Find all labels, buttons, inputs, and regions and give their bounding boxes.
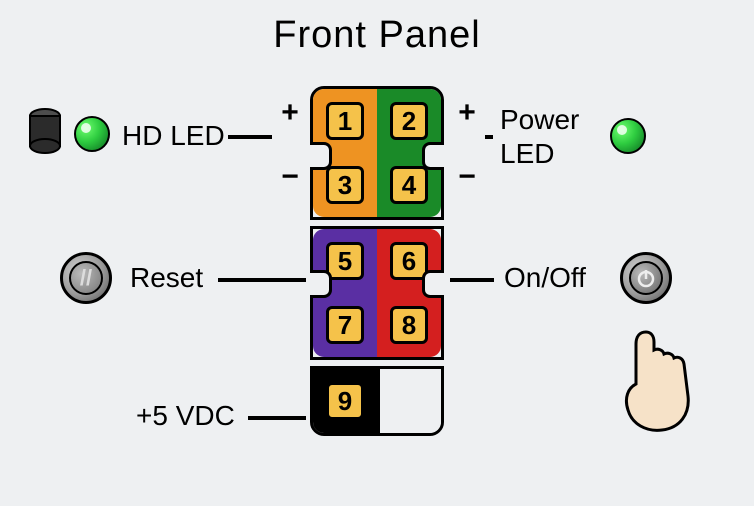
lead-line	[485, 135, 493, 139]
pin-8: 8	[390, 306, 428, 344]
plus-sign: +	[278, 96, 302, 130]
finger-icon	[616, 324, 696, 439]
lead-line	[450, 278, 494, 282]
power-led-label-2: LED	[500, 138, 554, 170]
power-led-label-1: Power	[500, 104, 579, 136]
reset-button-icon: //	[60, 252, 112, 304]
notch-icon	[422, 142, 444, 170]
pin-7: 7	[326, 306, 364, 344]
pin-1: 1	[326, 102, 364, 140]
power-led-icon	[610, 118, 646, 154]
lead-line	[248, 416, 306, 420]
minus-sign: −	[278, 160, 302, 194]
pin-2: 2	[390, 102, 428, 140]
notch-icon	[310, 142, 332, 170]
pin-9: 9	[326, 382, 364, 420]
pin-3: 3	[326, 166, 364, 204]
notch-icon	[422, 270, 444, 298]
reset-label: Reset	[130, 262, 203, 294]
pin-4: 4	[390, 166, 428, 204]
pin-7-cell: 7	[313, 293, 377, 357]
notch-icon	[310, 270, 332, 298]
pin-empty	[377, 369, 441, 433]
pin-5: 5	[326, 242, 364, 280]
pin-9-cell: 9	[313, 369, 377, 433]
power-button-icon	[620, 252, 672, 304]
hd-led-label: HD LED	[122, 120, 225, 152]
hd-led-icon	[74, 116, 110, 152]
onoff-label: On/Off	[504, 262, 586, 294]
pin-8-cell: 8	[377, 293, 441, 357]
hdd-icon	[28, 108, 62, 159]
vdc-label: +5 VDC	[136, 400, 235, 432]
minus-sign: −	[455, 160, 479, 194]
plus-sign: +	[455, 96, 479, 130]
lead-line	[218, 278, 306, 282]
lead-line	[228, 135, 272, 139]
page-title: Front Panel	[0, 14, 754, 57]
pin-header: 1 2 3 4 5 6 7 8 9	[310, 86, 444, 436]
